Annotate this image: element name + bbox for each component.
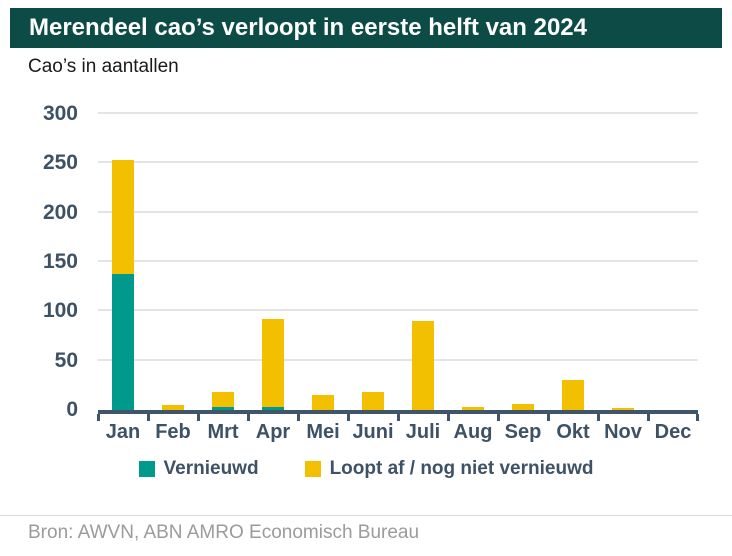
legend-swatch-yellow (304, 461, 321, 477)
x-axis-tick (247, 414, 250, 421)
gridline (98, 210, 698, 213)
x-axis-tick (147, 414, 150, 421)
bar-segment-loopt-af-nog-niet-vernieuwd (312, 395, 334, 410)
y-axis-tick-label: 100 (42, 299, 78, 323)
bar-segment-loopt-af-nog-niet-vernieuwd (562, 380, 584, 410)
legend-label: Loopt af / nog niet vernieuwd (329, 458, 594, 479)
bar-segment-loopt-af-nog-niet-vernieuwd (512, 404, 534, 410)
x-axis-label: Sep (504, 421, 542, 443)
legend: Vernieuwd Loopt af / nog niet vernieuwd (0, 458, 732, 480)
x-axis-labels: Jan Feb Mrt Apr Mei Juni Juli Aug Sep Okt Nov Dec (98, 421, 698, 449)
x-axis-tick (547, 414, 550, 421)
bar-segment-loopt-af-nog-niet-vernieuwd (462, 407, 484, 410)
x-axis-tick (97, 414, 100, 421)
bar-segment-loopt-af-nog-niet-vernieuwd (162, 405, 184, 410)
x-axis-tick (597, 414, 600, 421)
y-axis-tick-label: 200 (42, 200, 78, 224)
x-axis-tick (447, 414, 450, 421)
plot-area (97, 112, 699, 421)
chart-title: Merendeel cao’s verloopt in eerste helft… (29, 14, 587, 41)
gridline (98, 309, 698, 312)
source-text: Bron: AWVN, ABN AMRO Economisch Bureau (28, 522, 420, 543)
bar-segment-vernieuwd (112, 273, 134, 410)
x-axis-label: Aug (453, 421, 493, 443)
legend-label: Vernieuwd (163, 458, 259, 479)
x-axis-label: Feb (155, 421, 191, 443)
x-axis-tick (397, 414, 400, 421)
x-axis-tick (647, 414, 650, 421)
legend-item: Vernieuwd (138, 458, 259, 480)
footer-divider (0, 515, 732, 516)
x-axis-label: Mei (306, 421, 340, 443)
y-axis-tick-label: 0 (66, 398, 78, 421)
x-axis-tick (297, 414, 300, 421)
x-axis-tick (696, 414, 699, 421)
gridline (98, 112, 698, 114)
x-axis-tick (497, 414, 500, 421)
y-axis-labels: 0 50 100 150 200 250 300 (14, 102, 78, 421)
bar-segment-loopt-af-nog-niet-vernieuwd (412, 321, 434, 410)
title-banner: Merendeel cao’s verloopt in eerste helft… (10, 8, 722, 48)
gridline (98, 260, 698, 262)
x-axis-label: Dec (654, 421, 692, 443)
bar-segment-loopt-af-nog-niet-vernieuwd (362, 392, 384, 410)
bar-segment-loopt-af-nog-niet-vernieuwd (612, 408, 634, 410)
x-axis-tick (197, 414, 200, 421)
bar-segment-loopt-af-nog-niet-vernieuwd (112, 160, 134, 274)
bar-segment-loopt-af-nog-niet-vernieuwd (262, 319, 284, 408)
y-axis-tick-label: 300 (42, 102, 78, 125)
x-axis-tick (347, 414, 350, 421)
x-axis-label: Mrt (207, 421, 239, 443)
gridline (98, 161, 698, 164)
x-axis-label: Juli (405, 421, 441, 443)
gridline (98, 358, 698, 361)
x-axis-label: Jan (105, 421, 141, 443)
bar-segment-vernieuwd (262, 407, 284, 410)
y-axis-tick-label: 50 (54, 348, 78, 372)
x-axis-label: Apr (255, 421, 291, 443)
legend-swatch-teal (138, 461, 155, 477)
bar-segment-loopt-af-nog-niet-vernieuwd (212, 392, 234, 408)
x-axis-label: Nov (604, 421, 642, 443)
legend-item: Loopt af / nog niet vernieuwd (304, 458, 594, 480)
x-axis-label: Juni (352, 421, 394, 443)
bar-segment-vernieuwd (212, 407, 234, 410)
y-axis-tick-label: 150 (42, 250, 78, 273)
chart-subtitle: Cao’s in aantallen (28, 56, 179, 77)
y-axis-tick-label: 250 (42, 151, 78, 175)
x-axis-label: Okt (556, 421, 590, 443)
